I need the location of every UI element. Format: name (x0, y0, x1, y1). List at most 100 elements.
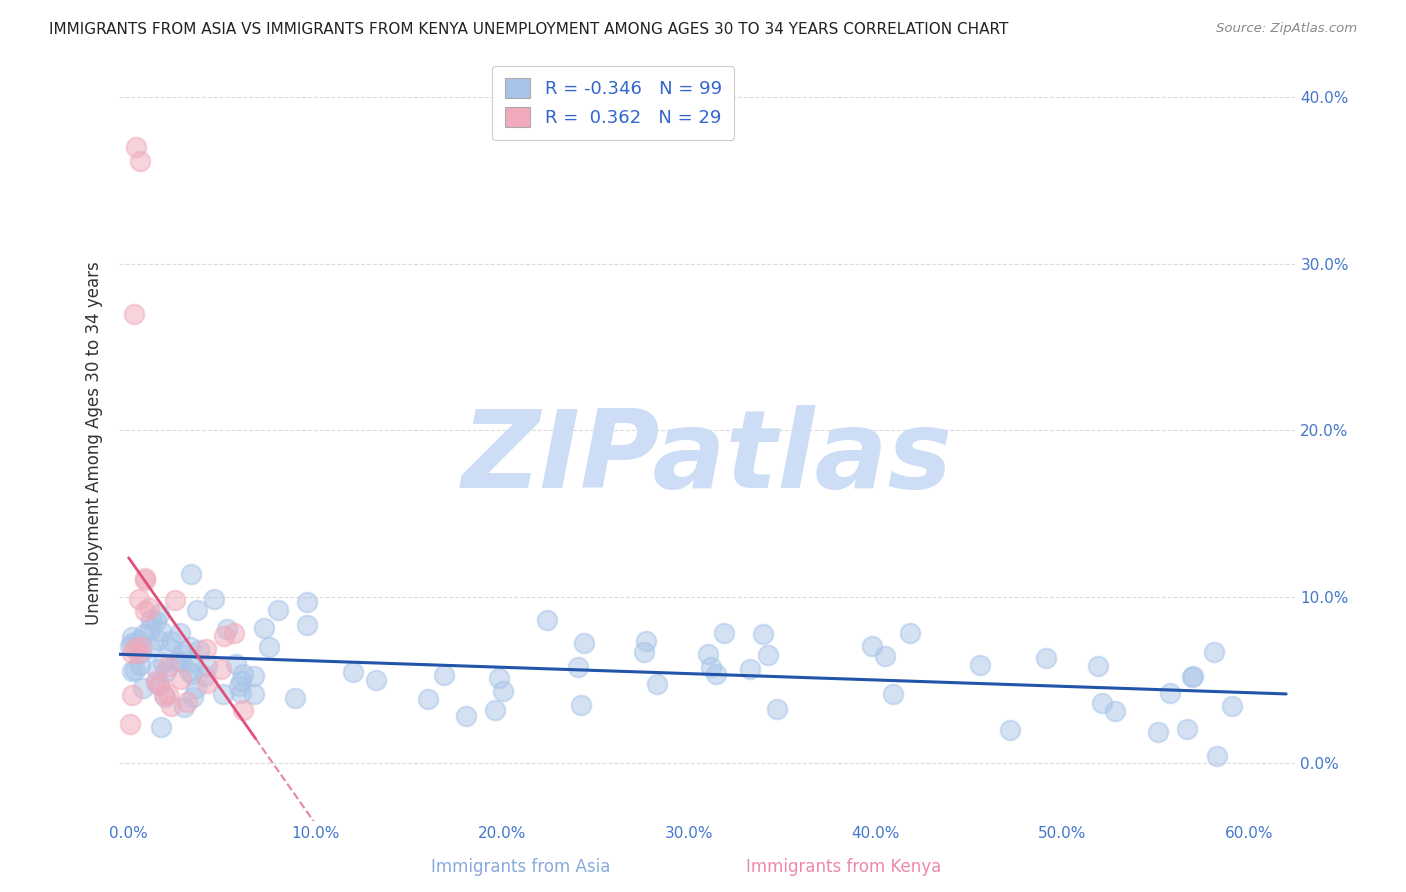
Point (229, 685, 252, 699)
Point (297, 618, 319, 632)
Y-axis label: Unemployment Among Ages 30 to 34 years: Unemployment Among Ages 30 to 34 years (86, 260, 103, 624)
Point (228, 679, 250, 693)
Point (134, 573, 156, 587)
Point (170, 655, 193, 669)
Point (492, 684, 515, 698)
Point (1035, 651, 1057, 665)
Point (696, 647, 718, 661)
Point (148, 678, 170, 692)
Point (1220, 699, 1243, 714)
Point (433, 668, 456, 682)
Point (633, 645, 655, 659)
Point (170, 647, 193, 661)
Point (121, 664, 143, 678)
Point (134, 626, 156, 640)
Point (645, 677, 668, 691)
Point (139, 622, 162, 636)
Point (202, 592, 225, 607)
Point (574, 636, 596, 650)
Point (149, 720, 172, 734)
Point (169, 625, 191, 640)
Point (183, 690, 205, 704)
Point (232, 667, 254, 681)
Point (180, 567, 202, 582)
Point (128, 657, 150, 672)
Point (342, 665, 364, 679)
Point (129, 646, 152, 660)
Point (242, 669, 264, 683)
Point (713, 625, 735, 640)
Point (150, 624, 173, 638)
Point (1175, 722, 1198, 736)
Point (153, 690, 176, 704)
Point (121, 688, 143, 702)
Point (257, 640, 280, 654)
Point (186, 681, 208, 695)
Point (229, 673, 252, 688)
Point (139, 613, 162, 627)
Point (1091, 696, 1114, 710)
Point (134, 604, 156, 618)
Point (125, 140, 148, 154)
Point (1202, 645, 1225, 659)
Point (145, 674, 167, 689)
Point (128, 592, 150, 607)
Point (159, 640, 181, 655)
Point (212, 629, 235, 643)
Point (152, 656, 174, 670)
Point (127, 646, 149, 660)
Point (173, 700, 195, 714)
Point (1181, 669, 1204, 683)
Point (860, 640, 883, 654)
Point (740, 662, 762, 676)
Point (121, 636, 143, 650)
Point (195, 676, 218, 690)
Point (165, 654, 187, 668)
Point (146, 633, 169, 648)
Point (194, 669, 217, 683)
Point (364, 673, 387, 688)
Point (186, 603, 208, 617)
Point (128, 632, 150, 647)
Point (145, 662, 167, 676)
Point (484, 703, 506, 717)
Point (149, 677, 172, 691)
Legend: R = -0.346   N = 99, R =  0.362   N = 29: R = -0.346 N = 99, R = 0.362 N = 29 (492, 65, 734, 139)
Point (215, 622, 238, 636)
Point (134, 571, 156, 585)
Point (188, 643, 211, 657)
Point (209, 662, 232, 676)
Point (132, 681, 155, 695)
Point (128, 153, 150, 168)
Point (1206, 749, 1229, 764)
Point (139, 641, 162, 656)
Text: Immigrants from Asia: Immigrants from Asia (430, 858, 610, 876)
Point (138, 601, 160, 615)
Text: IMMIGRANTS FROM ASIA VS IMMIGRANTS FROM KENYA UNEMPLOYMENT AMONG AGES 30 TO 34 Y: IMMIGRANTS FROM ASIA VS IMMIGRANTS FROM … (49, 22, 1008, 37)
Point (222, 626, 245, 640)
Point (873, 648, 896, 663)
Point (567, 660, 589, 674)
Text: ZIPatlas: ZIPatlas (461, 405, 953, 511)
Point (129, 640, 152, 655)
Point (1159, 686, 1181, 700)
Point (569, 698, 592, 712)
Point (177, 664, 200, 678)
Text: Immigrants from Kenya: Immigrants from Kenya (747, 858, 941, 876)
Point (636, 633, 658, 648)
Point (253, 621, 276, 635)
Point (267, 602, 290, 616)
Point (756, 648, 779, 663)
Point (124, 641, 146, 656)
Point (882, 687, 904, 701)
Point (157, 687, 180, 701)
Point (225, 657, 247, 672)
Point (242, 687, 264, 701)
Point (145, 675, 167, 690)
Point (195, 659, 218, 673)
Point (181, 667, 204, 681)
Point (765, 702, 787, 716)
Point (1087, 658, 1109, 673)
Point (124, 663, 146, 677)
Point (160, 633, 183, 648)
